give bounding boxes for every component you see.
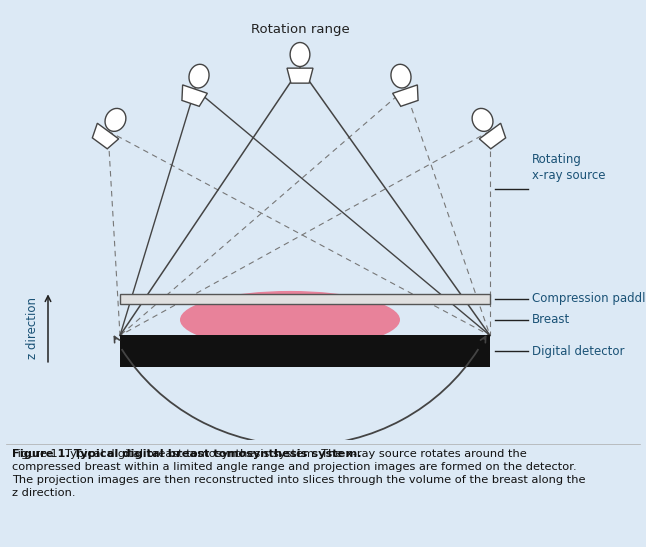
- Text: Compression paddle: Compression paddle: [532, 292, 646, 305]
- Text: Figure 1. Typical digital breast tomosynthesis system.: Figure 1. Typical digital breast tomosyn…: [12, 449, 361, 459]
- Ellipse shape: [472, 108, 493, 131]
- Text: Breast: Breast: [532, 313, 570, 326]
- Text: Digital detector: Digital detector: [532, 345, 625, 358]
- Polygon shape: [92, 123, 119, 149]
- Text: z direction: z direction: [25, 297, 39, 359]
- Ellipse shape: [391, 65, 411, 88]
- Ellipse shape: [180, 291, 400, 348]
- Polygon shape: [182, 85, 207, 106]
- Bar: [120, 335, 490, 367]
- Bar: [120, 294, 490, 304]
- Polygon shape: [479, 123, 506, 149]
- Ellipse shape: [189, 65, 209, 88]
- Ellipse shape: [105, 108, 126, 131]
- Text: Rotation range: Rotation range: [251, 23, 349, 36]
- Ellipse shape: [290, 43, 310, 67]
- Text: Rotating
x-ray source: Rotating x-ray source: [532, 153, 605, 182]
- Text: Figure 1. Typical digital breast tomosynthesis system. The x-ray source rotates : Figure 1. Typical digital breast tomosyn…: [12, 449, 585, 498]
- Polygon shape: [393, 85, 418, 106]
- Polygon shape: [287, 68, 313, 83]
